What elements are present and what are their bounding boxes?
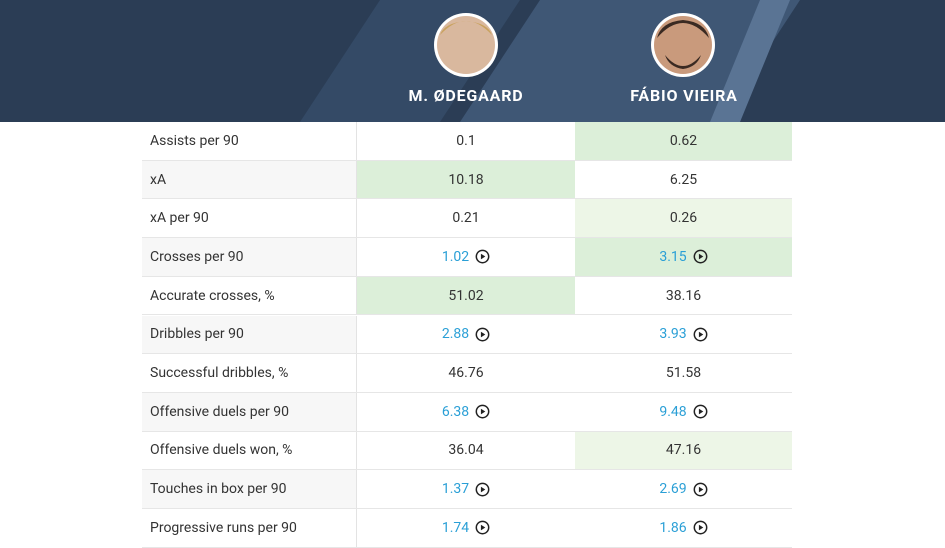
table-row: Accurate crosses, % 51.02 38.16 xyxy=(142,276,792,316)
play-icon[interactable] xyxy=(475,520,490,535)
metric-value: 36.04 xyxy=(448,442,484,459)
metric-value: 0.26 xyxy=(669,210,698,227)
metric-label: Dribbles per 90 xyxy=(142,315,357,354)
metric-value-link[interactable]: 3.93 xyxy=(659,326,687,343)
play-icon[interactable] xyxy=(693,404,708,419)
metric-value: 38.16 xyxy=(665,287,702,304)
play-icon[interactable] xyxy=(475,482,490,497)
header: M. ØDEGAARD FÁBIO VIEIRA xyxy=(0,0,945,122)
metric-value: 0.62 xyxy=(669,132,698,149)
metric-label: Offensive duels won, % xyxy=(142,431,357,470)
table-row: Touches in box per 90 1.37 2.69 xyxy=(142,470,792,509)
metric-value-link[interactable]: 1.74 xyxy=(441,519,470,536)
metric-value-cell: 51.58 xyxy=(575,354,792,392)
play-icon[interactable] xyxy=(693,327,708,342)
table-row: Progressive runs per 90 1.74 1.86 xyxy=(142,509,792,548)
metric-value: 0.21 xyxy=(452,210,480,227)
metric-label: Successful dribbles, % xyxy=(142,354,357,392)
metric-value-cell: 0.62 xyxy=(575,122,792,160)
table-row: xA 10.18 6.25 xyxy=(142,160,792,200)
metric-label: Accurate crosses, % xyxy=(142,276,357,315)
metric-value-link[interactable]: 3.15 xyxy=(659,248,687,265)
play-icon[interactable] xyxy=(693,482,708,497)
metric-value-cell: 1.37 xyxy=(357,470,575,508)
table-row: Successful dribbles, % 46.76 51.58 xyxy=(142,354,792,393)
metric-label: xA xyxy=(142,160,357,199)
metric-value-link[interactable]: 6.38 xyxy=(441,403,470,420)
metric-value: 46.76 xyxy=(448,365,484,382)
player-name: M. ØDEGAARD xyxy=(408,86,524,105)
metric-label: Touches in box per 90 xyxy=(142,470,357,508)
metric-value-link[interactable]: 1.02 xyxy=(441,248,470,265)
table-row: Offensive duels per 90 6.38 9.48 xyxy=(142,392,792,432)
metric-value-link[interactable]: 1.37 xyxy=(441,481,470,498)
metric-value-link[interactable]: 2.88 xyxy=(441,326,470,343)
metric-value-cell: 0.1 xyxy=(357,122,575,160)
metric-value-link[interactable]: 9.48 xyxy=(659,403,687,420)
metric-value-cell: 6.38 xyxy=(357,393,575,431)
table-row: Crosses per 90 1.02 3.15 xyxy=(142,238,792,277)
table-row: Offensive duels won, % 36.04 47.16 xyxy=(142,431,792,471)
metric-value-cell: 2.88 xyxy=(357,316,575,354)
table-row: Assists per 90 0.1 0.62 xyxy=(142,122,792,161)
metric-label: Offensive duels per 90 xyxy=(142,392,357,431)
table-row: xA per 90 0.21 0.26 xyxy=(142,199,792,239)
metric-value-cell: 1.02 xyxy=(357,238,575,276)
metric-value-cell: 9.48 xyxy=(575,393,792,431)
player-name: FÁBIO VIEIRA xyxy=(630,86,738,105)
metric-value-cell: 1.74 xyxy=(357,509,575,547)
metric-value-cell: 6.25 xyxy=(575,161,792,199)
metric-value-cell: 2.69 xyxy=(575,470,792,508)
play-icon[interactable] xyxy=(693,520,708,535)
metric-value-cell: 46.76 xyxy=(357,354,575,392)
metric-value-cell: 36.04 xyxy=(357,432,575,470)
metric-value-cell: 10.18 xyxy=(357,160,575,199)
metric-value-cell: 38.16 xyxy=(575,277,792,315)
metric-label: xA per 90 xyxy=(142,199,357,238)
metric-label: Crosses per 90 xyxy=(142,238,357,276)
metric-value-cell: 0.21 xyxy=(357,199,575,237)
metric-value: 0.1 xyxy=(456,132,476,149)
metric-value: 47.16 xyxy=(665,442,702,459)
play-icon[interactable] xyxy=(693,249,708,264)
metric-value: 6.25 xyxy=(669,171,698,188)
play-icon[interactable] xyxy=(475,249,490,264)
metric-value-cell: 3.15 xyxy=(575,238,792,276)
metric-value: 51.58 xyxy=(665,365,702,382)
metric-label: Assists per 90 xyxy=(142,122,357,160)
metric-label: Progressive runs per 90 xyxy=(142,509,357,547)
metric-value: 51.02 xyxy=(448,287,484,304)
metric-value-link[interactable]: 1.86 xyxy=(659,519,687,536)
metric-value-cell: 51.02 xyxy=(357,276,575,315)
header-background xyxy=(300,0,800,122)
play-icon[interactable] xyxy=(475,327,490,342)
metric-value-cell: 0.26 xyxy=(575,199,792,238)
metric-value-link[interactable]: 2.69 xyxy=(659,481,687,498)
metric-value: 10.18 xyxy=(448,171,484,188)
metric-value-cell: 3.93 xyxy=(575,316,792,354)
play-icon[interactable] xyxy=(475,404,490,419)
metric-value-cell: 47.16 xyxy=(575,431,792,470)
table-row: Dribbles per 90 2.88 3.93 xyxy=(142,315,792,355)
metric-value-cell: 1.86 xyxy=(575,509,792,547)
